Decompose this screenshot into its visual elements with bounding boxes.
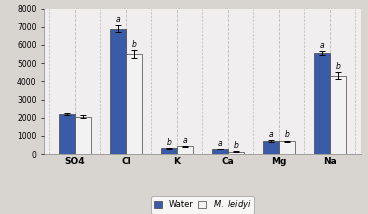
Text: a: a (217, 139, 222, 148)
Bar (59, 114, 75, 154)
Bar (75, 117, 91, 154)
Bar (177, 146, 193, 154)
Legend: Water, $\mathit{M.\ leidyi}$: Water, $\mathit{M.\ leidyi}$ (151, 196, 254, 214)
Text: b: b (234, 141, 238, 150)
Bar (110, 29, 126, 154)
Text: a: a (116, 15, 120, 24)
Text: a: a (268, 130, 273, 139)
Text: b: b (336, 62, 340, 71)
Bar (212, 149, 228, 154)
Bar (279, 141, 295, 154)
Bar (263, 141, 279, 154)
Text: a: a (319, 41, 324, 50)
Text: a: a (183, 136, 187, 145)
Text: b: b (166, 138, 171, 147)
Bar (330, 76, 346, 154)
Bar (314, 53, 330, 154)
Bar (126, 54, 142, 154)
Text: b: b (132, 40, 137, 49)
Bar (228, 152, 244, 154)
Text: b: b (284, 131, 290, 140)
Bar (160, 149, 177, 154)
